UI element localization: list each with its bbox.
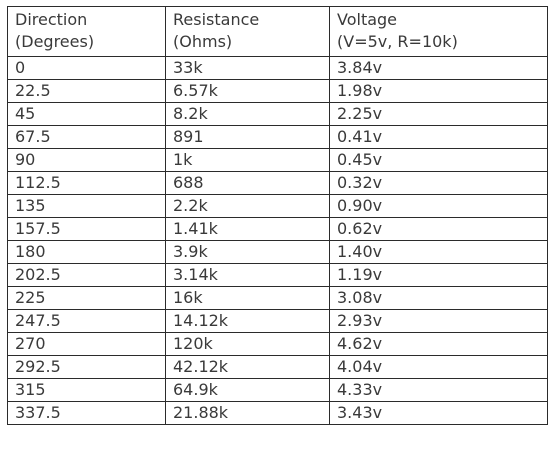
direction-cell: 67.5 <box>7 125 166 149</box>
direction-cell: 112.5 <box>7 171 166 195</box>
table-row: 225 16k 3.08v <box>7 286 548 310</box>
table-container: Direction (Degrees) Resistance (Ohms) Vo… <box>7 6 548 425</box>
table-row: 247.5 14.12k 2.93v <box>7 309 548 333</box>
voltage-cell: 0.32v <box>329 171 548 195</box>
header-voltage: Voltage (V=5v, R=10k) <box>329 6 548 57</box>
voltage-cell: 0.45v <box>329 148 548 172</box>
resistance-cell: 42.12k <box>165 355 330 379</box>
direction-cell: 90 <box>7 148 166 172</box>
header-resistance-line1: Resistance <box>173 10 260 29</box>
voltage-cell: 0.62v <box>329 217 548 241</box>
voltage-cell: 3.43v <box>329 401 548 425</box>
table-body: 0 33k 3.84v 22.5 6.57k 1.98v 45 8.2k 2.25v 67.5 89… <box>7 56 548 425</box>
voltage-cell: 3.08v <box>329 286 548 310</box>
voltage-cell: 2.93v <box>329 309 548 333</box>
header-direction-line2: (Degrees) <box>15 32 95 51</box>
voltage-cell: 4.04v <box>329 355 548 379</box>
table-row: 135 2.2k 0.90v <box>7 194 548 218</box>
table-row: 270 120k 4.62v <box>7 332 548 356</box>
table-row: 315 64.9k 4.33v <box>7 378 548 402</box>
table-row: 0 33k 3.84v <box>7 56 548 80</box>
table-row: 112.5 688 0.32v <box>7 171 548 195</box>
resistance-cell: 16k <box>165 286 330 310</box>
voltage-cell: 1.98v <box>329 79 548 103</box>
resistance-cell: 891 <box>165 125 330 149</box>
direction-cell: 180 <box>7 240 166 264</box>
header-voltage-line1: Voltage <box>337 10 398 29</box>
direction-cell: 337.5 <box>7 401 166 425</box>
direction-cell: 225 <box>7 286 166 310</box>
direction-resistance-voltage-table: Direction (Degrees) Resistance (Ohms) Vo… <box>7 6 548 425</box>
resistance-cell: 21.88k <box>165 401 330 425</box>
direction-cell: 0 <box>7 56 166 80</box>
header-resistance-line2: (Ohms) <box>173 32 233 51</box>
resistance-cell: 2.2k <box>165 194 330 218</box>
header-resistance: Resistance (Ohms) <box>165 6 330 57</box>
direction-cell: 202.5 <box>7 263 166 287</box>
resistance-cell: 1k <box>165 148 330 172</box>
direction-cell: 22.5 <box>7 79 166 103</box>
table-row: 22.5 6.57k 1.98v <box>7 79 548 103</box>
resistance-cell: 6.57k <box>165 79 330 103</box>
voltage-cell: 0.41v <box>329 125 548 149</box>
header-voltage-line2: (V=5v, R=10k) <box>337 32 458 51</box>
table-header: Direction (Degrees) Resistance (Ohms) Vo… <box>7 6 548 57</box>
voltage-cell: 4.33v <box>329 378 548 402</box>
table-row: 45 8.2k 2.25v <box>7 102 548 126</box>
voltage-cell: 1.19v <box>329 263 548 287</box>
table-row: 202.5 3.14k 1.19v <box>7 263 548 287</box>
table-row: 337.5 21.88k 3.43v <box>7 401 548 425</box>
resistance-cell: 33k <box>165 56 330 80</box>
direction-cell: 247.5 <box>7 309 166 333</box>
voltage-cell: 4.62v <box>329 332 548 356</box>
table-row: 292.5 42.12k 4.04v <box>7 355 548 379</box>
voltage-cell: 3.84v <box>329 56 548 80</box>
direction-cell: 157.5 <box>7 217 166 241</box>
header-direction: Direction (Degrees) <box>7 6 166 57</box>
direction-cell: 270 <box>7 332 166 356</box>
direction-cell: 135 <box>7 194 166 218</box>
resistance-cell: 3.9k <box>165 240 330 264</box>
direction-cell: 292.5 <box>7 355 166 379</box>
table-row: 67.5 891 0.41v <box>7 125 548 149</box>
resistance-cell: 64.9k <box>165 378 330 402</box>
resistance-cell: 14.12k <box>165 309 330 333</box>
voltage-cell: 1.40v <box>329 240 548 264</box>
table-row: 90 1k 0.45v <box>7 148 548 172</box>
table-row: 157.5 1.41k 0.62v <box>7 217 548 241</box>
resistance-cell: 688 <box>165 171 330 195</box>
resistance-cell: 8.2k <box>165 102 330 126</box>
resistance-cell: 3.14k <box>165 263 330 287</box>
header-direction-line1: Direction <box>15 10 88 29</box>
voltage-cell: 2.25v <box>329 102 548 126</box>
header-row: Direction (Degrees) Resistance (Ohms) Vo… <box>7 6 548 57</box>
voltage-cell: 0.90v <box>329 194 548 218</box>
resistance-cell: 120k <box>165 332 330 356</box>
direction-cell: 45 <box>7 102 166 126</box>
table-row: 180 3.9k 1.40v <box>7 240 548 264</box>
resistance-cell: 1.41k <box>165 217 330 241</box>
direction-cell: 315 <box>7 378 166 402</box>
